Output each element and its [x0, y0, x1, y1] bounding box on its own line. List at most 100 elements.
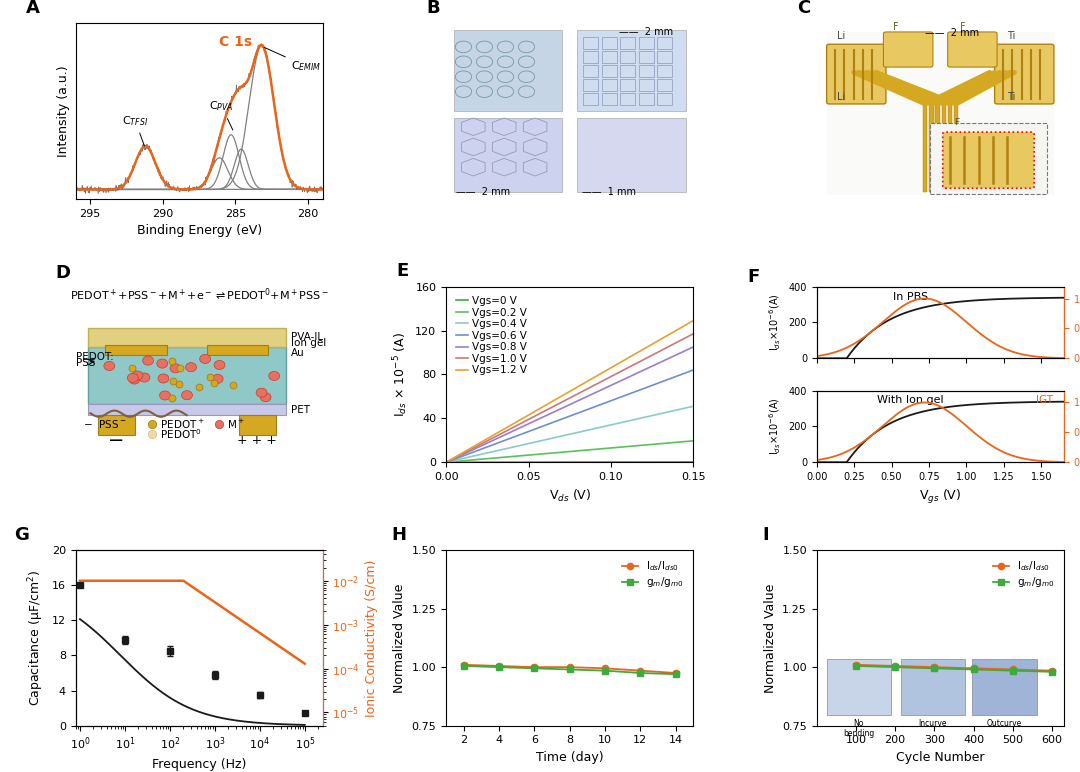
- g$_m$/g$_{m 0}$: [564, 665, 577, 674]
- g$_m$/g$_{m 0}$: [598, 666, 611, 676]
- Bar: [620, 51, 635, 63]
- Text: IGT: IGT: [1036, 395, 1053, 405]
- Vgs=0.8 V: [505, 427, 518, 436]
- I$_{ds}$/I$_{ds 0}$: [889, 662, 902, 671]
- Circle shape: [132, 371, 143, 380]
- FancyBboxPatch shape: [454, 118, 563, 191]
- Vgs=0.6 V: [687, 365, 700, 374]
- Line: Vgs=1.0 V: Vgs=1.0 V: [446, 334, 693, 462]
- Vgs=1.2 V: [455, 449, 468, 459]
- Circle shape: [260, 393, 271, 401]
- Text: ——  2 mm: —— 2 mm: [456, 188, 510, 198]
- Legend: I$_{ds}$/I$_{ds 0}$, g$_m$/g$_{m 0}$: I$_{ds}$/I$_{ds 0}$, g$_m$/g$_{m 0}$: [989, 555, 1058, 594]
- Vgs=0.2 V: [455, 456, 468, 466]
- X-axis label: Cycle Number: Cycle Number: [896, 751, 985, 764]
- Vgs=0.8 V: [665, 352, 678, 361]
- Vgs=0.6 V: [455, 452, 468, 462]
- Circle shape: [269, 371, 280, 381]
- Vgs=1.0 V: [486, 434, 499, 443]
- Line: Vgs=0.6 V: Vgs=0.6 V: [446, 370, 693, 462]
- Bar: [87, 347, 285, 405]
- Text: F: F: [747, 269, 760, 286]
- FancyBboxPatch shape: [923, 104, 928, 191]
- Text: PEDOT$^+$+PSS$^-$+M$^+$+e$^-$$\rightleftharpoons$PEDOT$^0$+M$^+$PSS$^-$: PEDOT$^+$+PSS$^-$+M$^+$+e$^-$$\rightleft…: [70, 286, 328, 303]
- Circle shape: [170, 364, 181, 373]
- Bar: [602, 93, 617, 105]
- Circle shape: [160, 391, 171, 400]
- Text: C: C: [797, 0, 810, 17]
- Legend: Vgs=0 V, Vgs=0.2 V, Vgs=0.4 V, Vgs=0.6 V, Vgs=0.8 V, Vgs=1.0 V, Vgs=1.2 V: Vgs=0 V, Vgs=0.2 V, Vgs=0.4 V, Vgs=0.6 V…: [451, 292, 531, 380]
- Text: B: B: [427, 0, 440, 17]
- Vgs=0 V: [440, 458, 453, 467]
- Text: Ion gel: Ion gel: [291, 338, 326, 348]
- Bar: [583, 66, 598, 76]
- g$_m$/g$_{m 0}$: [1045, 667, 1058, 676]
- I$_{ds}$/I$_{ds 0}$: [1045, 666, 1058, 676]
- Vgs=1.2 V: [449, 452, 462, 461]
- FancyBboxPatch shape: [883, 32, 933, 67]
- Circle shape: [186, 363, 197, 371]
- Text: ——  2 mm: —— 2 mm: [619, 27, 673, 37]
- Text: Ti: Ti: [1007, 31, 1015, 41]
- Vgs=0 V: [674, 457, 687, 466]
- Line: Vgs=1.2 V: Vgs=1.2 V: [446, 320, 693, 462]
- Line: Vgs=0.2 V: Vgs=0.2 V: [446, 441, 693, 462]
- FancyBboxPatch shape: [826, 32, 1054, 195]
- Vgs=1.0 V: [665, 340, 678, 350]
- I$_{ds}$/I$_{ds 0}$: [564, 662, 577, 672]
- FancyBboxPatch shape: [929, 104, 933, 191]
- Bar: [602, 51, 617, 63]
- I$_{ds}$/I$_{ds 0}$: [598, 664, 611, 673]
- Vgs=0 V: [449, 458, 462, 467]
- Y-axis label: Ionic Conductivity (S/cm): Ionic Conductivity (S/cm): [365, 559, 378, 716]
- Text: H: H: [392, 526, 407, 543]
- Circle shape: [181, 391, 192, 400]
- Y-axis label: I$_{ds}$ × 10$^{-5}$ (A): I$_{ds}$ × 10$^{-5}$ (A): [391, 332, 409, 417]
- g$_m$/g$_{m 0}$: [967, 665, 980, 674]
- I$_{ds}$/I$_{ds 0}$: [670, 669, 683, 678]
- g$_m$/g$_{m 0}$: [670, 669, 683, 679]
- g$_m$/g$_{m 0}$: [634, 669, 647, 678]
- Text: G: G: [14, 526, 29, 543]
- Bar: [639, 37, 653, 49]
- Circle shape: [200, 354, 211, 364]
- Bar: [239, 415, 275, 435]
- Bar: [105, 346, 167, 355]
- Vgs=0.8 V: [440, 458, 453, 467]
- FancyBboxPatch shape: [901, 659, 966, 715]
- Text: Outcurve: Outcurve: [987, 719, 1022, 728]
- Vgs=1.2 V: [440, 458, 453, 467]
- FancyBboxPatch shape: [577, 118, 686, 191]
- Text: I: I: [762, 526, 769, 543]
- Text: −: −: [108, 431, 124, 450]
- I$_{ds}$/I$_{ds 0}$: [457, 660, 470, 669]
- Text: ——  1 mm: —— 1 mm: [582, 188, 636, 198]
- Line: Vgs=0.8 V: Vgs=0.8 V: [446, 347, 693, 462]
- Bar: [620, 80, 635, 91]
- Line: Vgs=0.4 V: Vgs=0.4 V: [446, 406, 693, 462]
- Circle shape: [214, 361, 225, 370]
- Y-axis label: Intensity (a.u.): Intensity (a.u.): [57, 65, 70, 157]
- FancyBboxPatch shape: [942, 104, 946, 191]
- Bar: [620, 66, 635, 76]
- Vgs=1.0 V: [455, 450, 468, 459]
- Vgs=0.8 V: [486, 436, 499, 445]
- Text: Li: Li: [837, 31, 845, 41]
- Vgs=0 V: [505, 458, 518, 467]
- Text: F: F: [960, 22, 966, 32]
- Circle shape: [143, 356, 153, 365]
- Vgs=0.6 V: [486, 441, 499, 450]
- Text: A: A: [26, 0, 40, 17]
- Text: ——  2 mm: —— 2 mm: [926, 29, 980, 39]
- Vgs=0.4 V: [665, 406, 678, 415]
- Bar: [98, 415, 135, 435]
- Bar: [639, 66, 653, 76]
- FancyBboxPatch shape: [995, 44, 1054, 104]
- Line: I$_{ds}$/I$_{ds 0}$: I$_{ds}$/I$_{ds 0}$: [853, 662, 1055, 674]
- Text: PEDOT:: PEDOT:: [76, 352, 113, 362]
- g$_m$/g$_{m 0}$: [928, 664, 941, 673]
- I$_{ds}$/I$_{ds 0}$: [850, 660, 863, 669]
- Bar: [602, 37, 617, 49]
- Bar: [583, 37, 598, 49]
- Text: C$_{PVA}$: C$_{PVA}$: [210, 100, 234, 130]
